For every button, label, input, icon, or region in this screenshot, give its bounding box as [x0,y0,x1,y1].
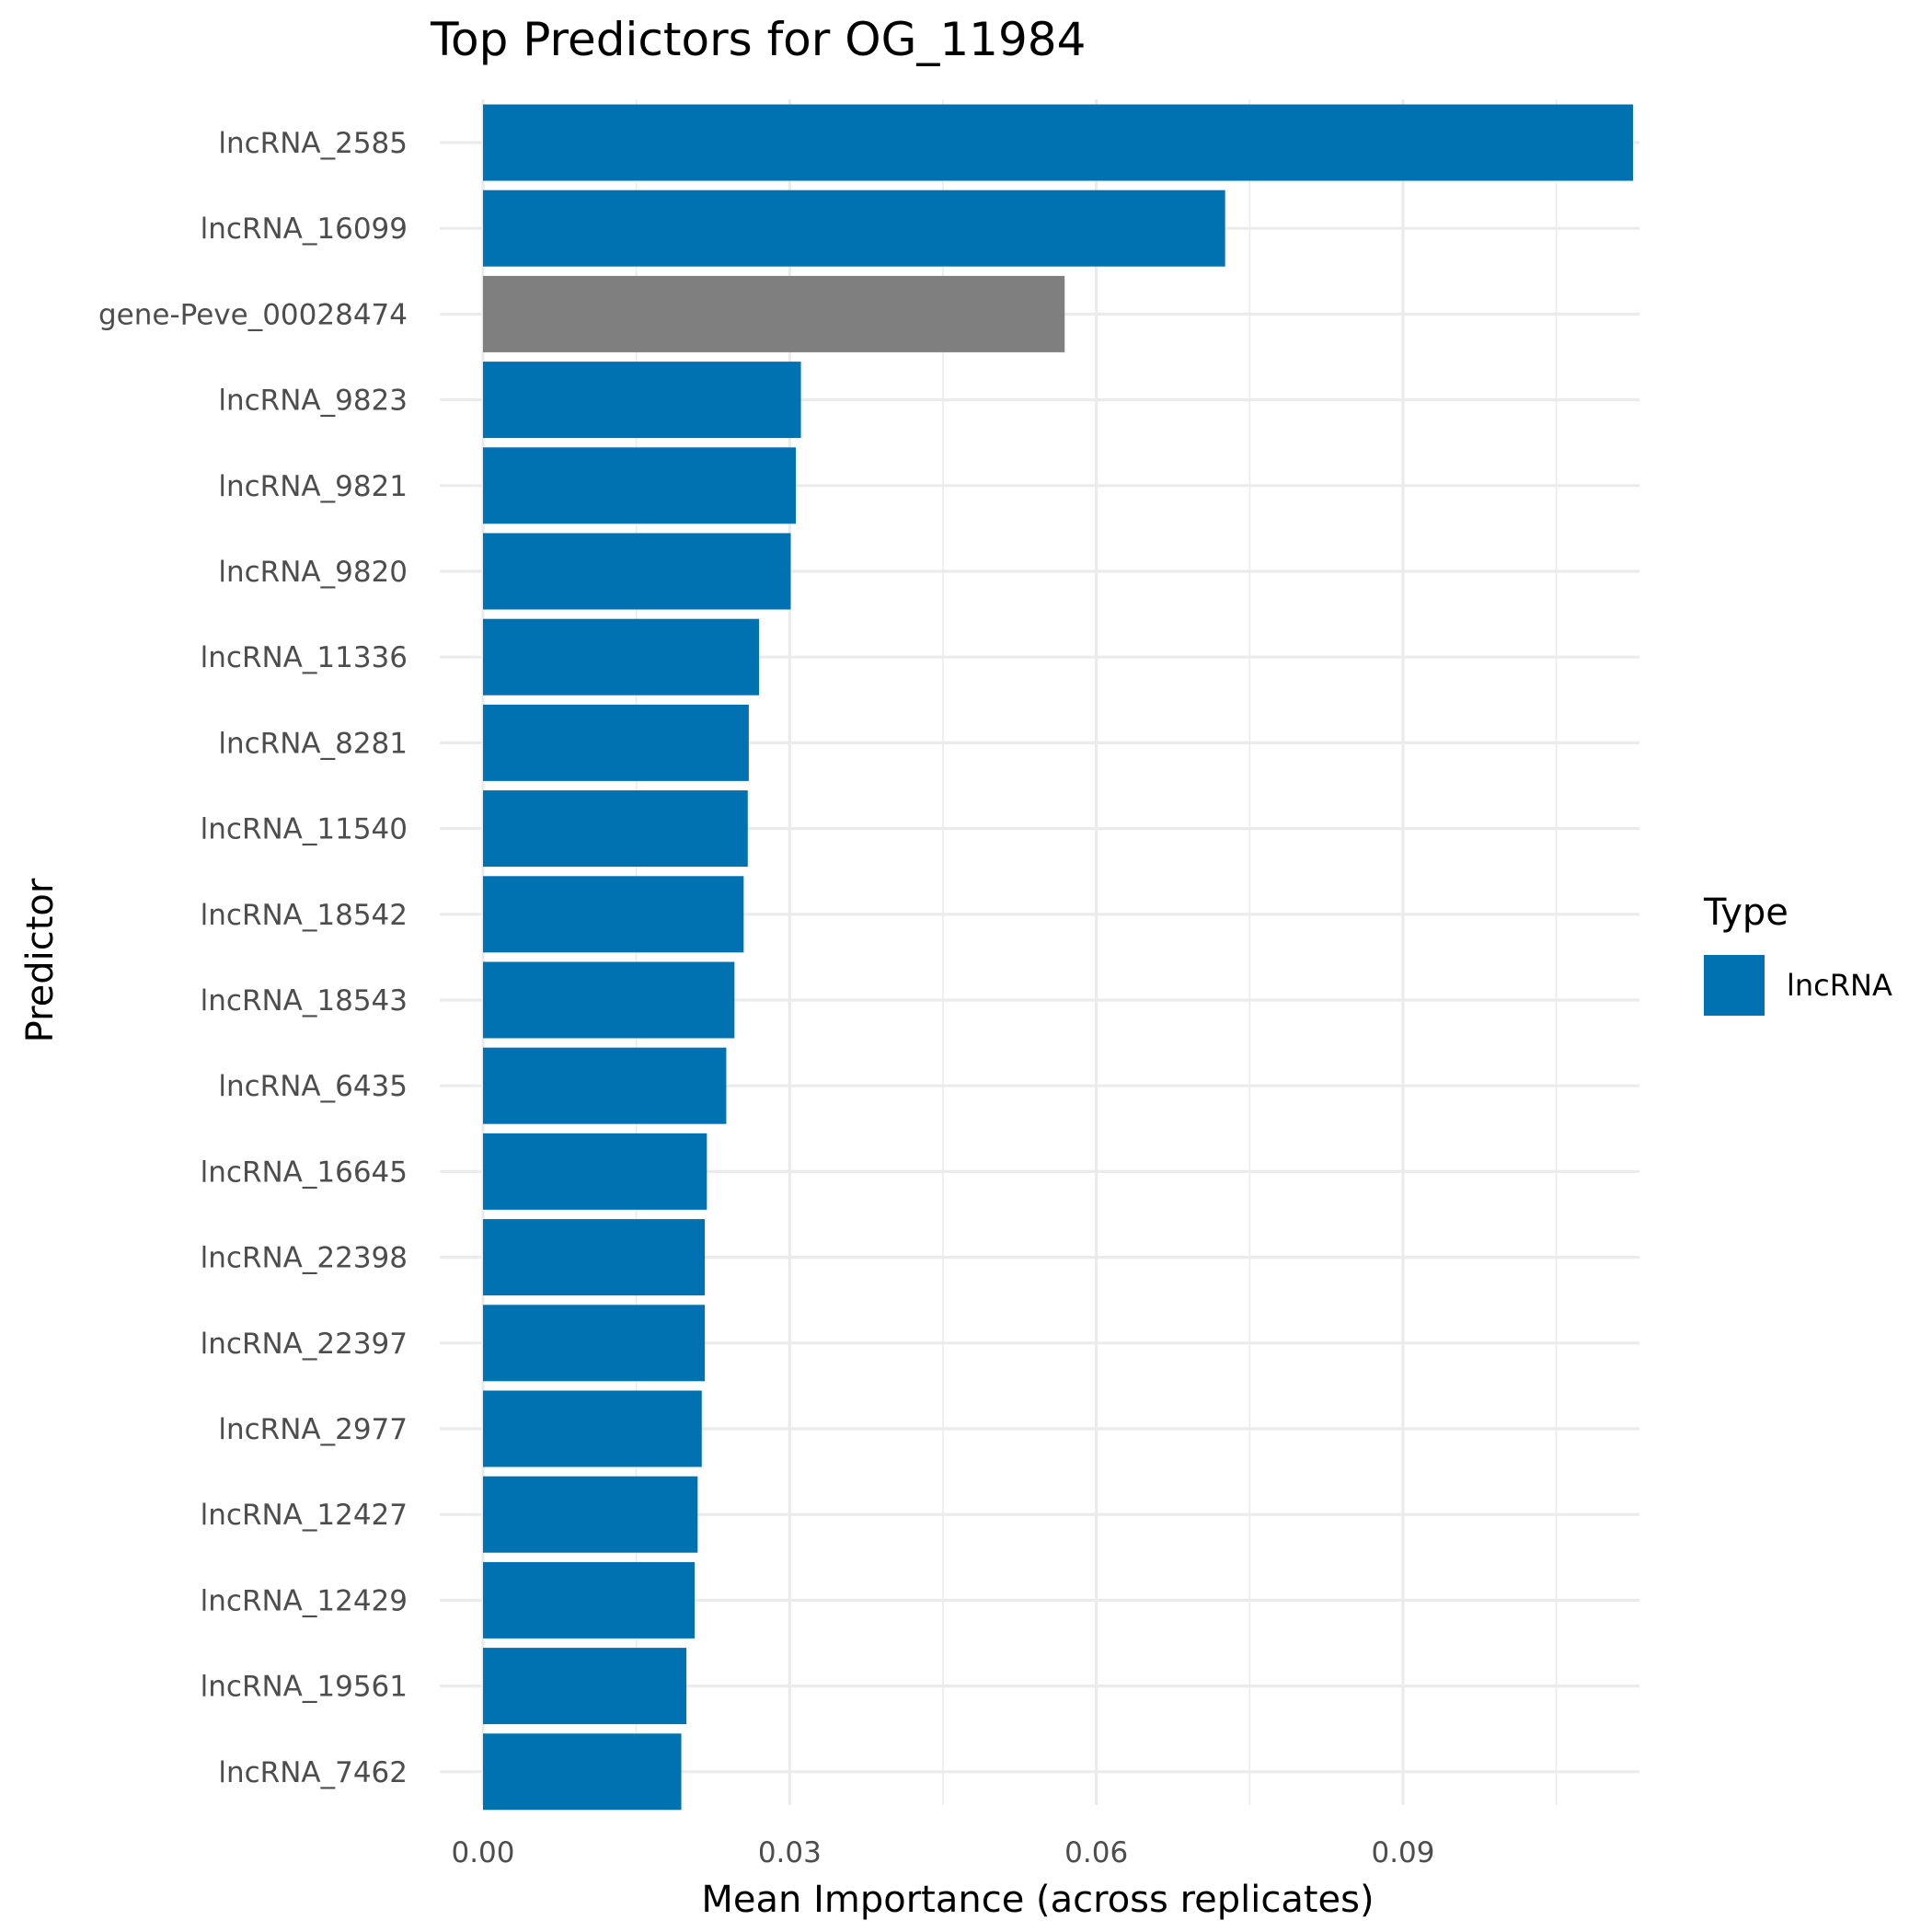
x-tick-label: 0.00 [451,1836,514,1869]
y-tick-label: lncRNA_11540 [201,813,408,846]
bar-lncrna-18543 [483,961,735,1039]
bar-lncrna-8281 [483,704,749,781]
legend-title: Type [1703,891,1788,934]
y-tick-label: lncRNA_2977 [218,1413,408,1446]
legend: Type lncRNA [1703,891,1892,1016]
bar-lncrna-9820 [483,533,791,610]
x-tick-label: 0.06 [1064,1836,1128,1869]
y-tick-label: lncRNA_6435 [218,1070,408,1103]
y-tick-label: lncRNA_12427 [201,1499,408,1532]
bar-lncrna-9821 [483,447,796,524]
bar-lncrna-16645 [483,1133,707,1210]
y-tick-label: lncRNA_16099 [201,213,408,246]
legend-swatch-lncrna [1704,955,1765,1016]
x-axis-title: Mean Importance (across replicates) [701,1879,1374,1921]
bar-lncrna-2977 [483,1390,702,1467]
y-tick-label: lncRNA_19561 [201,1671,408,1704]
y-tick-label: lncRNA_9823 [218,385,408,418]
y-tick-label: gene-Peve_00028474 [98,298,408,331]
y-tick-label: lncRNA_22397 [201,1328,408,1361]
y-tick-label: lncRNA_11336 [201,641,408,674]
x-tick-label: 0.03 [758,1836,822,1869]
bar-lncrna-22397 [483,1305,706,1382]
bar-lncrna-19561 [483,1648,687,1725]
bar-lncrna-12427 [483,1476,698,1553]
bar-lncrna-6435 [483,1047,727,1124]
bar-lncrna-2585 [483,104,1633,181]
bar-lncrna-11336 [483,618,759,696]
y-tick-label: lncRNA_9821 [218,470,408,503]
bar-lncrna-12429 [483,1561,695,1639]
legend-label-lncrna: lncRNA [1787,968,1892,1003]
y-tick-label: lncRNA_12429 [201,1584,408,1617]
y-tick-label: lncRNA_9820 [218,556,408,589]
bar-lncrna-16099 [483,190,1225,267]
bar-lncrna-18542 [483,876,744,953]
y-tick-label: lncRNA_18543 [201,984,408,1018]
y-tick-label: lncRNA_8281 [218,727,408,760]
bar-lncrna-9823 [483,362,801,439]
chart-title: Top Predictors for OG_11984 [430,13,1086,66]
y-tick-label: lncRNA_7462 [218,1756,408,1789]
y-tick-label: lncRNA_2585 [218,127,408,160]
bar-lncrna-22398 [483,1219,706,1296]
y-tick-label: lncRNA_16645 [201,1156,408,1189]
x-tick-labels: 0.00 0.03 0.06 0.09 [451,1836,1434,1869]
y-axis-title: Predictor [19,878,62,1042]
y-tick-label: lncRNA_18542 [201,899,408,932]
bars [483,104,1633,1811]
bar-lncrna-11540 [483,790,748,868]
bar-gene-peve-00028474 [483,275,1065,352]
x-tick-label: 0.09 [1371,1836,1434,1869]
y-tick-label: lncRNA_22398 [201,1242,408,1275]
bar-lncrna-7462 [483,1733,682,1811]
y-tick-labels: lncRNA_2585 lncRNA_16099 gene-Peve_0002847… [98,127,408,1789]
